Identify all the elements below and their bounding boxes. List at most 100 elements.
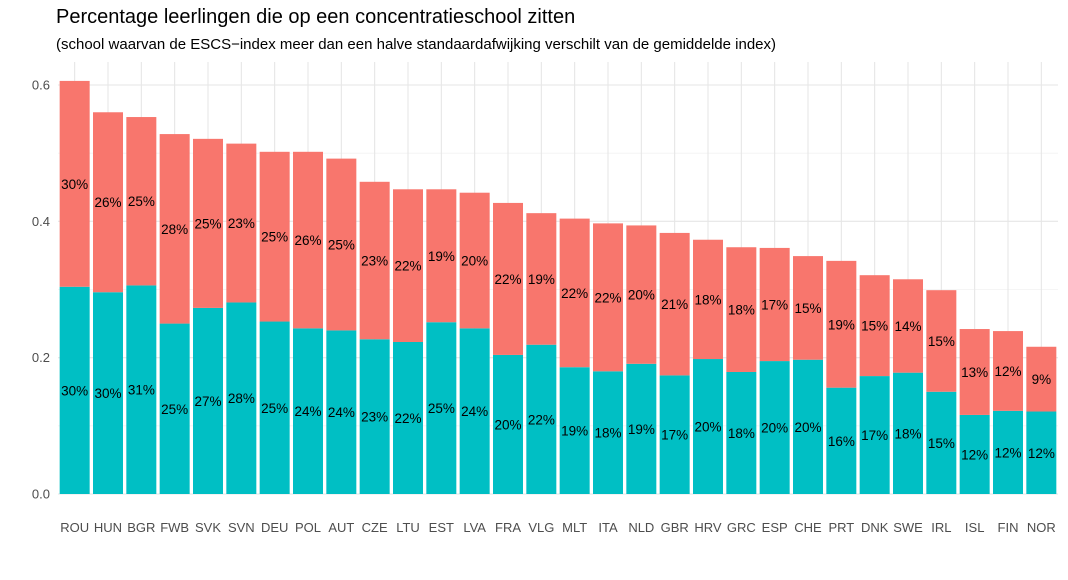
data-label-bottom: 17% [861, 428, 888, 443]
bar-segment-bottom [493, 354, 523, 494]
data-label-top: 20% [461, 254, 488, 269]
data-label-top: 25% [128, 194, 155, 209]
bar-segment-top [159, 134, 190, 324]
data-label-bottom: 23% [361, 410, 388, 425]
x-tick-label: FWB [160, 520, 189, 535]
x-tick-label: DEU [261, 520, 288, 535]
bar-segment-bottom [626, 363, 657, 494]
bar-segment-bottom [593, 371, 623, 494]
x-tick-label: GBR [661, 520, 689, 535]
bar-segment-top [593, 223, 623, 372]
x-tick-label: EST [429, 520, 454, 535]
data-label-bottom: 18% [728, 426, 755, 441]
x-tick-label: ESP [762, 520, 788, 535]
data-label-top: 22% [494, 272, 521, 287]
bar-segment-bottom [659, 375, 690, 494]
chart-subtitle: (school waarvan de ESCS−index meer dan e… [56, 36, 776, 53]
x-tick-label: VLG [528, 520, 554, 535]
bar-segment-top [759, 247, 790, 362]
x-tick-label: DNK [861, 520, 889, 535]
data-label-top: 25% [261, 230, 288, 245]
bar-segment-top [559, 218, 590, 368]
bar-segment-bottom [726, 371, 757, 494]
bar-segment-top [926, 290, 957, 392]
bar-segment-bottom [993, 410, 1023, 494]
data-label-top: 22% [394, 259, 421, 274]
bar-segment-top [893, 279, 923, 373]
y-tick-label: 0.0 [32, 487, 50, 502]
bar-segment-bottom [826, 387, 857, 494]
x-tick-label: CHE [794, 520, 822, 535]
x-tick-label: LTU [396, 520, 420, 535]
x-tick-label: HUN [94, 520, 122, 535]
bar-segment-bottom [159, 323, 190, 494]
data-label-top: 23% [361, 254, 388, 269]
bar-segment-bottom [859, 376, 890, 494]
bar-segment-top [59, 80, 90, 287]
bar-segment-bottom [193, 307, 223, 494]
bar-segment-top [426, 189, 457, 323]
bar-segment-bottom [893, 372, 923, 494]
x-tick-label: SVK [195, 520, 221, 535]
bar-segment-top [626, 225, 657, 364]
data-label-top: 21% [661, 297, 688, 312]
x-tick-label: POL [295, 520, 321, 535]
data-label-top: 25% [194, 216, 221, 231]
x-tick-label: BGR [127, 520, 155, 535]
bar-segment-top [93, 112, 123, 293]
data-label-top: 15% [928, 334, 955, 349]
bar-segment-bottom [393, 341, 423, 494]
x-axis: ROU HUN BGR FWB SVK SVN DEU POL AUT CZE LTU EST LVA F… [60, 520, 1056, 535]
bar-segment-top [726, 247, 757, 372]
bar-segment-top [259, 151, 290, 322]
data-label-bottom: 19% [561, 424, 588, 439]
bar-segment-bottom [693, 359, 723, 494]
x-tick-label: HRV [694, 520, 722, 535]
bar-segment-top [1026, 346, 1057, 412]
data-label-bottom: 25% [161, 402, 188, 417]
data-label-top: 19% [828, 317, 855, 332]
data-label-bottom: 20% [761, 421, 788, 436]
bar-segment-top [793, 256, 823, 360]
data-label-top: 18% [694, 292, 721, 307]
bar-segment-top [459, 192, 490, 329]
x-tick-label: LVA [463, 520, 486, 535]
x-tick-label: ROU [60, 520, 89, 535]
x-tick-label: ITA [598, 520, 618, 535]
bar-segment-bottom [326, 330, 357, 494]
data-label-bottom: 30% [61, 383, 88, 398]
bar-segment-bottom [759, 361, 790, 494]
data-label-bottom: 22% [394, 411, 421, 426]
bar-segment-bottom [426, 322, 457, 494]
data-label-bottom: 17% [661, 428, 688, 443]
bar-segment-bottom [126, 285, 157, 494]
bar-segment-bottom [959, 414, 990, 494]
data-label-bottom: 20% [694, 420, 721, 435]
bar-segment-bottom [293, 328, 323, 494]
data-label-bottom: 20% [494, 417, 521, 432]
data-label-bottom: 25% [261, 401, 288, 416]
data-label-top: 19% [428, 249, 455, 264]
data-label-top: 13% [961, 365, 988, 380]
x-tick-label: SWE [893, 520, 923, 535]
data-label-top: 12% [994, 364, 1021, 379]
data-label-top: 9% [1032, 372, 1052, 387]
data-label-top: 17% [761, 297, 788, 312]
data-label-top: 18% [728, 303, 755, 318]
bar-segment-bottom [93, 292, 123, 494]
data-label-bottom: 19% [628, 422, 655, 437]
data-labels: 30% 30% 30% 26% 31% 25% 25% 28% 27% 25% 28% 23% 25% 2… [61, 177, 1055, 463]
data-label-top: 15% [794, 301, 821, 316]
bar-segment-top [526, 213, 557, 345]
x-tick-label: IRL [931, 520, 951, 535]
y-tick-label: 0.2 [32, 350, 50, 365]
bar-segment-bottom [359, 339, 390, 494]
data-label-bottom: 20% [794, 420, 821, 435]
bar-segment-top [126, 117, 157, 286]
bar-segment-top [693, 239, 723, 360]
data-label-bottom: 16% [828, 434, 855, 449]
data-label-bottom: 12% [1028, 446, 1055, 461]
bar-segment-top [226, 143, 257, 303]
bar-segment-top [326, 158, 357, 331]
